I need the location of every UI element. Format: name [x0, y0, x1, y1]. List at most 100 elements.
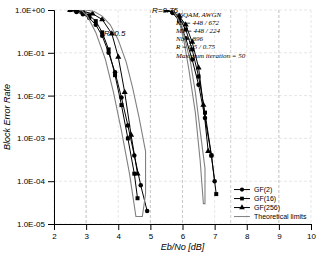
legend-item: GF(16) — [234, 195, 276, 203]
x-tick-label: 7 — [213, 232, 218, 241]
x-tick: 10 — [307, 224, 316, 241]
series — [68, 10, 150, 213]
x-tick-mark — [279, 224, 280, 230]
vertical-line — [230, 10, 231, 224]
y-tick-mark — [48, 138, 54, 139]
legend-marker — [239, 204, 245, 209]
x-tick-mark — [311, 224, 312, 230]
legend-item: GF(256) — [234, 204, 280, 212]
x-axis-label: Eb/No [dB] — [161, 242, 205, 252]
x-tick-label: 6 — [181, 232, 186, 241]
legend-label: GF(2) — [254, 186, 272, 194]
marker — [122, 89, 128, 94]
marker — [119, 103, 123, 107]
legend-item: Theoretical limits — [234, 213, 307, 220]
info-line: Kb = 448 / 672 — [175, 19, 219, 27]
annotation: R=0.5 — [104, 29, 126, 38]
vertical-line — [150, 10, 151, 224]
marker — [214, 192, 218, 196]
legend-item: GF(2) — [234, 186, 272, 194]
y-axis-line — [48, 11, 55, 225]
info-line: R = 0.5 / 0.75 — [175, 43, 215, 51]
series-line — [166, 10, 214, 181]
x-tick-label: 2 — [52, 232, 57, 241]
y-tick-mark — [48, 53, 54, 54]
grid-line-y — [54, 138, 311, 139]
series-line — [81, 10, 145, 216]
legend: GF(2)GF(16)GF(256)Theoretical limits — [234, 186, 307, 220]
y-tick-label: 1.0E-05 — [17, 220, 46, 229]
marker — [205, 148, 211, 153]
y-tick-label: 1.0E-04 — [17, 177, 46, 186]
y-tick-label: 1.0E-01 — [17, 49, 46, 58]
x-tick-mark — [183, 224, 184, 230]
grid-line-x — [246, 10, 247, 224]
series-line — [70, 10, 137, 198]
x-tick-mark — [86, 224, 87, 230]
marker — [94, 19, 98, 23]
x-tick-label: 8 — [245, 232, 250, 241]
y-tick-label: 1.0E-02 — [17, 92, 46, 101]
legend-label: GF(256) — [254, 204, 280, 212]
grid-line-x — [150, 10, 151, 224]
x-tick-mark — [150, 224, 151, 230]
legend-marker — [240, 197, 244, 201]
x-tick-mark — [118, 224, 119, 230]
y-axis: 1.0E-05 1.0E-04 1.0E-03 1.0E-02 1.0E-01 1.0E+… — [15, 6, 55, 229]
marker — [67, 10, 73, 12]
series-line — [173, 10, 205, 204]
series — [81, 10, 145, 216]
marker — [209, 153, 213, 157]
info-text: 16QAM, AWGNKb = 448 / 672Mb = 448 / 224N… — [175, 11, 246, 59]
marker — [145, 209, 150, 214]
x-tick-mark — [247, 224, 248, 230]
marker — [113, 73, 117, 77]
x-tick: 6 — [181, 224, 186, 241]
grid-line-x — [311, 10, 312, 224]
series — [173, 10, 205, 204]
x-tick: 8 — [245, 224, 250, 241]
marker — [128, 132, 134, 137]
marker — [134, 170, 140, 175]
marker — [126, 136, 130, 140]
x-axis: 2345678910 — [52, 224, 316, 241]
series-line — [70, 10, 137, 174]
y-tick-mark — [48, 224, 54, 225]
y-tick-mark — [48, 10, 54, 11]
marker — [209, 153, 214, 158]
grid-line-x — [278, 10, 279, 224]
x-tick: 3 — [84, 224, 89, 241]
y-tick: 1.0E-05 — [17, 220, 54, 229]
series — [67, 10, 141, 175]
series — [164, 10, 217, 183]
info-line: Maximum iteration = 50 — [175, 52, 246, 60]
x-tick: 9 — [277, 224, 282, 241]
plot-area — [67, 10, 218, 216]
y-tick: 1.0E-04 — [17, 177, 54, 186]
legend-swatch — [234, 216, 250, 217]
series — [164, 10, 218, 196]
marker — [107, 47, 111, 51]
marker — [200, 102, 206, 107]
y-tick-label: 1.0E+00 — [15, 6, 46, 15]
marker — [73, 10, 79, 12]
reference-lines — [86, 10, 279, 224]
marker — [115, 53, 121, 58]
vertical-line — [86, 10, 87, 224]
marker — [196, 64, 202, 69]
y-tick: 1.0E-03 — [17, 134, 54, 143]
y-tick-mark — [48, 96, 54, 97]
x-tick-label: 9 — [277, 232, 282, 241]
y-tick: 1.0E-01 — [17, 49, 54, 58]
marker — [138, 183, 143, 188]
x-tick: 5 — [149, 224, 154, 241]
series-line — [166, 10, 216, 194]
marker — [136, 196, 140, 200]
x-tick-label: 10 — [307, 232, 316, 241]
info-line: 16QAM, AWGN — [176, 11, 221, 19]
grid-line-x — [214, 10, 215, 224]
x-tick: 2 — [52, 224, 57, 241]
x-axis-line — [55, 225, 312, 231]
y-tick: 1.0E+00 — [15, 6, 54, 15]
y-tick-label: 1.0E-03 — [17, 134, 46, 143]
